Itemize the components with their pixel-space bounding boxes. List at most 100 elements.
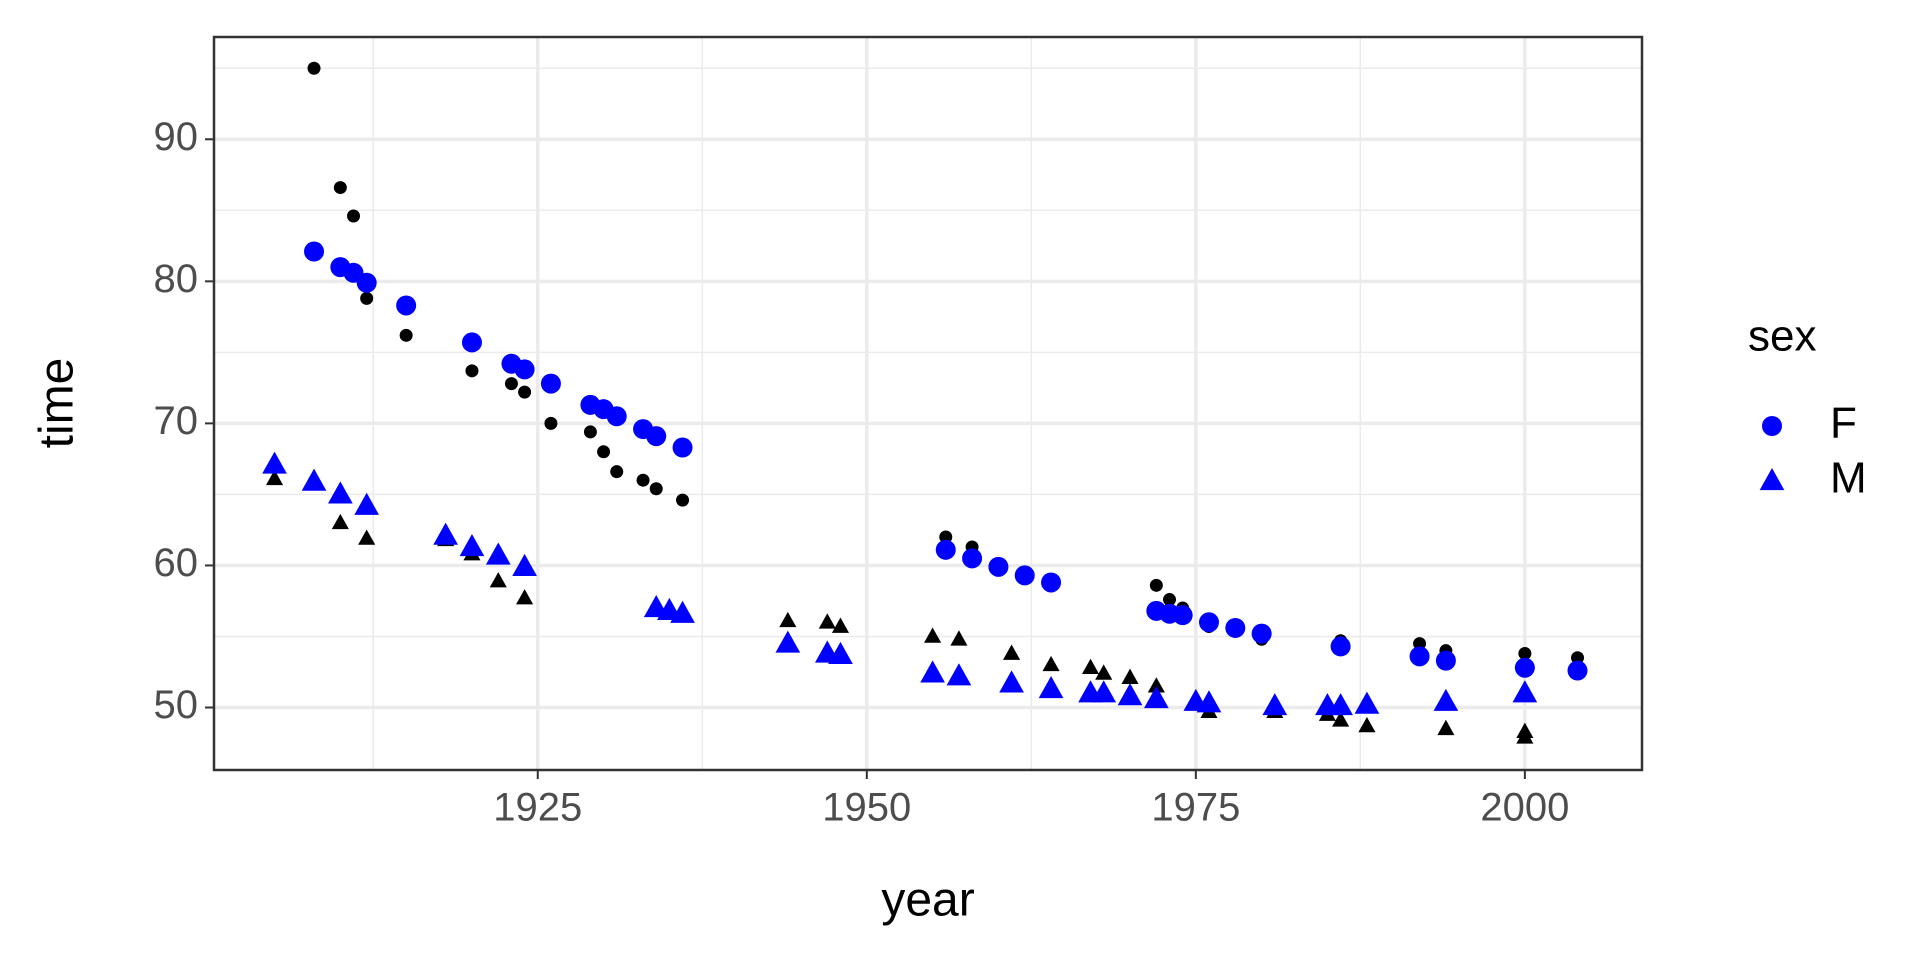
point (489, 572, 507, 588)
point (1413, 637, 1427, 651)
point (504, 377, 518, 391)
point (1038, 676, 1064, 699)
point (1330, 636, 1351, 657)
legend-title: sex (1748, 312, 1816, 361)
point (818, 613, 836, 629)
point (1014, 565, 1035, 586)
point (1143, 685, 1169, 709)
point (301, 468, 327, 491)
point (304, 241, 325, 262)
point (1003, 644, 1021, 660)
point (999, 670, 1024, 693)
point (939, 530, 953, 544)
x-axis-title: year (881, 874, 974, 927)
y-tick-label: 70 (154, 399, 199, 443)
point (1198, 612, 1219, 633)
point (1121, 668, 1139, 684)
point (670, 600, 695, 623)
point (485, 542, 511, 565)
point (1571, 651, 1585, 665)
y-tick-label: 50 (154, 683, 199, 727)
y-axis-title: time (31, 358, 84, 449)
point (265, 469, 284, 486)
point (396, 295, 417, 316)
point (262, 451, 287, 474)
point (331, 513, 349, 530)
y-tick-label: 60 (154, 541, 199, 585)
point (920, 660, 945, 683)
point (946, 663, 972, 686)
point (775, 630, 801, 653)
panel-border (212, 35, 1644, 772)
point (333, 181, 347, 195)
point (1147, 677, 1165, 693)
point (935, 539, 956, 560)
point (1163, 593, 1177, 607)
point (1041, 572, 1062, 593)
point (676, 493, 690, 507)
point (1435, 650, 1456, 671)
point (347, 209, 361, 223)
point (950, 630, 968, 646)
point (1149, 578, 1163, 592)
point (433, 522, 458, 545)
point (518, 385, 532, 399)
point (512, 553, 537, 576)
point (465, 364, 479, 378)
point (354, 492, 380, 515)
point (1262, 693, 1288, 716)
point (461, 332, 482, 353)
point (1095, 664, 1113, 680)
point (1042, 655, 1060, 672)
point (1567, 660, 1588, 681)
point (1516, 728, 1534, 744)
point (1081, 658, 1100, 675)
point (1196, 690, 1222, 713)
point (1091, 680, 1117, 703)
point (1251, 623, 1272, 644)
point (360, 291, 374, 305)
point (1332, 711, 1350, 727)
point (307, 61, 321, 75)
point (1437, 719, 1455, 736)
legend-key (1762, 416, 1782, 436)
point (516, 589, 534, 605)
x-tick-label: 2000 (1480, 786, 1569, 830)
point (606, 406, 627, 427)
point (399, 328, 413, 342)
point (610, 465, 624, 479)
point (1354, 691, 1380, 714)
point (1512, 680, 1538, 703)
point (672, 437, 693, 458)
point (1172, 605, 1193, 626)
legend-label: M (1830, 454, 1867, 503)
point (828, 641, 853, 665)
y-tick-label: 90 (154, 115, 199, 159)
point (1518, 647, 1532, 661)
point (1117, 683, 1143, 706)
point (1409, 646, 1430, 667)
y-tick-label: 80 (154, 257, 199, 301)
point (779, 611, 797, 628)
point (544, 416, 558, 430)
point (1328, 693, 1353, 716)
point (459, 533, 485, 557)
point (924, 627, 942, 643)
point (540, 373, 561, 394)
point (1514, 657, 1535, 678)
point (988, 556, 1009, 577)
point (646, 426, 667, 447)
point (356, 272, 377, 293)
panel (214, 37, 1642, 770)
point (358, 529, 376, 545)
point (649, 482, 663, 496)
point (636, 473, 650, 487)
x-tick-label: 1950 (822, 786, 911, 830)
point (327, 481, 353, 504)
point (583, 425, 597, 439)
point (1225, 617, 1246, 638)
point (597, 445, 611, 459)
x-tick-label: 1925 (493, 786, 582, 830)
point (1433, 688, 1459, 711)
